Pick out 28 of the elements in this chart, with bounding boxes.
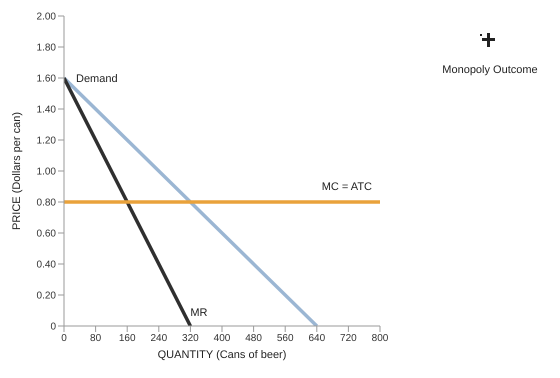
series-label: MR (190, 307, 208, 319)
x-tick-label: 640 (308, 333, 326, 344)
y-tick-label: 1.40 (36, 104, 56, 116)
y-tick-label: 0.60 (36, 228, 56, 240)
x-tick-label: 480 (245, 333, 262, 344)
x-axis-title: QUANTITY (Cans of beer) (158, 349, 286, 361)
x-tick-label: 560 (276, 333, 294, 344)
text: Monopoly Outcome (441, 64, 539, 76)
x-tick-label: 240 (150, 333, 168, 344)
x-tick-label: 800 (372, 333, 389, 344)
y-axis-title: PRICE (Dollars per can) (10, 112, 23, 230)
series-label: MC = ATC (322, 181, 372, 193)
x-tick-label: 400 (214, 333, 231, 344)
y-tick-label: 0.80 (36, 198, 56, 209)
y-tick-label: 0.20 (36, 290, 56, 302)
y-tick-label: 1.80 (36, 42, 56, 54)
y-tick-label: 1.00 (36, 166, 56, 178)
x-tick-label: 0 (61, 333, 68, 344)
y-tick-label: 0 (50, 322, 56, 333)
series-label: Demand (76, 73, 118, 85)
x-tick-label: 80 (90, 333, 102, 344)
y-tick-label: 2.00 (36, 12, 56, 23)
x-tick-label: 720 (340, 333, 358, 344)
x-tick-label: 160 (118, 333, 136, 344)
x-tick-label: 320 (182, 333, 200, 344)
y-tick-label: 0.40 (36, 260, 56, 271)
y-tick-label: 1.20 (36, 136, 56, 147)
y-tick-label: 1.60 (36, 74, 56, 85)
